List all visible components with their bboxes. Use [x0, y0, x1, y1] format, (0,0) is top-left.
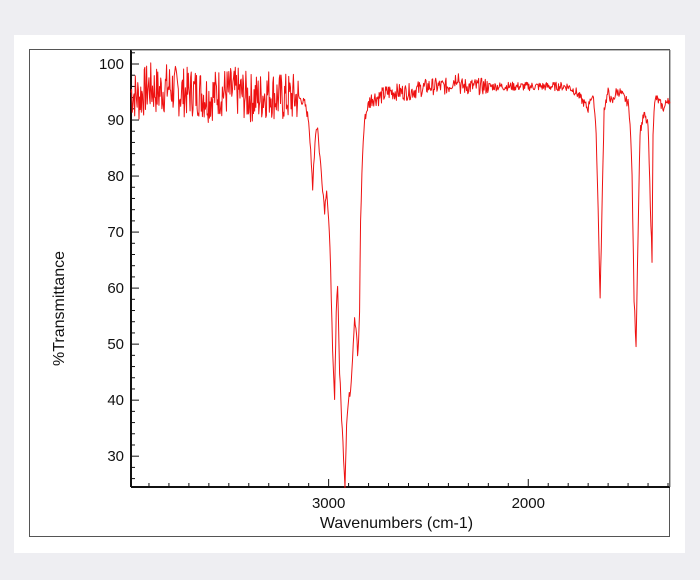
y-tick-label: 60 [107, 280, 124, 297]
y-tick-label: 50 [107, 336, 124, 353]
y-tick-label: 80 [107, 168, 124, 185]
y-tick-label: 40 [107, 392, 124, 409]
chart-frame: 100 90 80 70 60 50 40 30 3000 2000 %Transmittanc… [29, 49, 671, 537]
x-axis-label: Wavenumbers (cm-1) [320, 515, 473, 532]
y-tick-label: 70 [107, 224, 124, 241]
y-tick-label: 30 [107, 448, 124, 465]
ir-spectrum-chart: 100 90 80 70 60 50 40 30 3000 2000 %Transmittanc… [51, 50, 671, 532]
series-group [130, 62, 671, 489]
chart-card: 100 90 80 70 60 50 40 30 3000 2000 %Transmittanc… [14, 35, 685, 553]
x-tick-label: 3000 [312, 495, 345, 512]
y-ticks: 100 90 80 70 60 50 40 30 [99, 52, 139, 480]
x-tick-label: 2000 [512, 495, 545, 512]
x-ticks: 3000 2000 [148, 479, 669, 512]
y-tick-label: 100 [99, 56, 124, 73]
y-axis-label: %Transmittance [51, 251, 68, 366]
y-tick-label: 90 [107, 112, 124, 129]
spectrum-line [130, 62, 671, 489]
